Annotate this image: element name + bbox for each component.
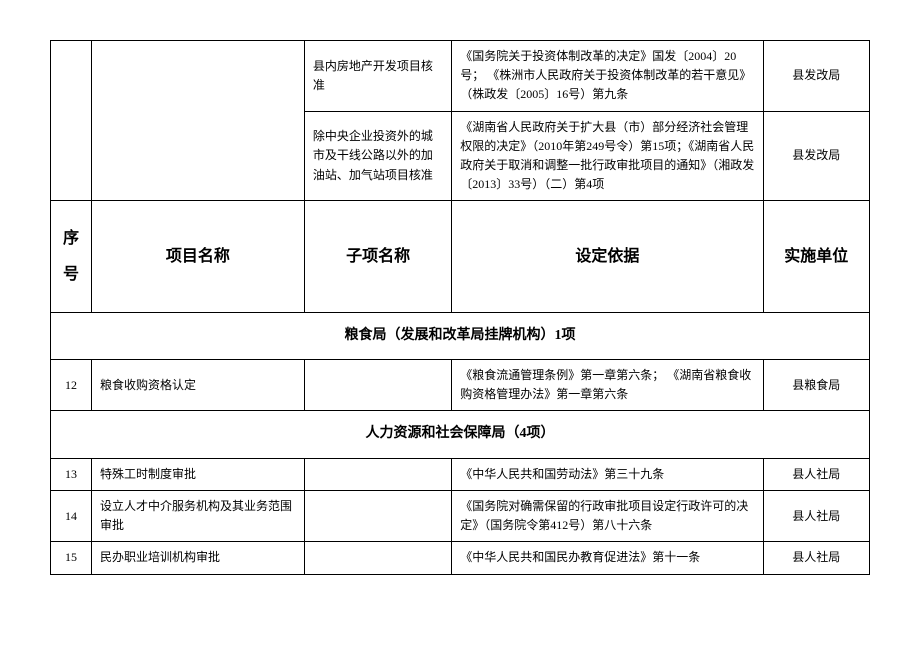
cell-sub (304, 542, 451, 574)
cell-name (91, 41, 304, 201)
cell-basis: 《湖南省人民政府关于扩大县（市）部分经济社会管理权限的决定》（2010年第249… (452, 111, 763, 201)
section-title-row: 人力资源和社会保障局（4项） (51, 411, 870, 458)
table-row: 15民办职业培训机构审批 《中华人民共和国民办教育促进法》第十一条县人社局 (51, 542, 870, 574)
table-row: 13特殊工时制度审批 《中华人民共和国劳动法》第三十九条县人社局 (51, 458, 870, 490)
section-title: 粮食局（发展和改革局挂牌机构）1项 (51, 312, 870, 359)
cell-basis: 《国务院对确需保留的行政审批项目设定行政许可的决定》（国务院令第412号）第八十… (452, 491, 763, 542)
cell-unit: 县发改局 (763, 111, 870, 201)
cell-unit: 县发改局 (763, 41, 870, 112)
cell-num: 14 (51, 491, 92, 542)
cell-unit: 县人社局 (763, 491, 870, 542)
cell-basis: 《国务院关于投资体制改革的决定》国发〔2004〕20号； 《株洲市人民政府关于投… (452, 41, 763, 112)
cell-sub (304, 458, 451, 490)
cell-basis: 《中华人民共和国民办教育促进法》第十一条 (452, 542, 763, 574)
header-num: 序号 (51, 201, 92, 312)
cell-name: 特殊工时制度审批 (91, 458, 304, 490)
cell-num: 13 (51, 458, 92, 490)
section-title: 人力资源和社会保障局（4项） (51, 411, 870, 458)
cell-num: 12 (51, 360, 92, 411)
cell-name: 设立人才中介服务机构及其业务范围审批 (91, 491, 304, 542)
table-row: 县内房地产开发项目核准《国务院关于投资体制改革的决定》国发〔2004〕20号； … (51, 41, 870, 112)
cell-sub: 除中央企业投资外的城市及干线公路以外的加油站、加气站项目核准 (304, 111, 451, 201)
table-header-row: 序号项目名称子项名称设定依据实施单位 (51, 201, 870, 312)
cell-unit: 县粮食局 (763, 360, 870, 411)
header-name: 项目名称 (91, 201, 304, 312)
cell-name: 民办职业培训机构审批 (91, 542, 304, 574)
cell-sub (304, 360, 451, 411)
section-title-row: 粮食局（发展和改革局挂牌机构）1项 (51, 312, 870, 359)
cell-unit: 县人社局 (763, 458, 870, 490)
header-sub: 子项名称 (304, 201, 451, 312)
header-unit: 实施单位 (763, 201, 870, 312)
cell-basis: 《粮食流通管理条例》第一章第六条； 《湖南省粮食收购资格管理办法》第一章第六条 (452, 360, 763, 411)
table-row: 14设立人才中介服务机构及其业务范围审批 《国务院对确需保留的行政审批项目设定行政… (51, 491, 870, 542)
cell-basis: 《中华人民共和国劳动法》第三十九条 (452, 458, 763, 490)
cell-unit: 县人社局 (763, 542, 870, 574)
header-basis: 设定依据 (452, 201, 763, 312)
cell-name: 粮食收购资格认定 (91, 360, 304, 411)
cell-num: 15 (51, 542, 92, 574)
approval-items-table: 县内房地产开发项目核准《国务院关于投资体制改革的决定》国发〔2004〕20号； … (50, 40, 870, 575)
cell-sub: 县内房地产开发项目核准 (304, 41, 451, 112)
cell-num (51, 41, 92, 201)
cell-sub (304, 491, 451, 542)
table-row: 12粮食收购资格认定 《粮食流通管理条例》第一章第六条； 《湖南省粮食收购资格管理… (51, 360, 870, 411)
